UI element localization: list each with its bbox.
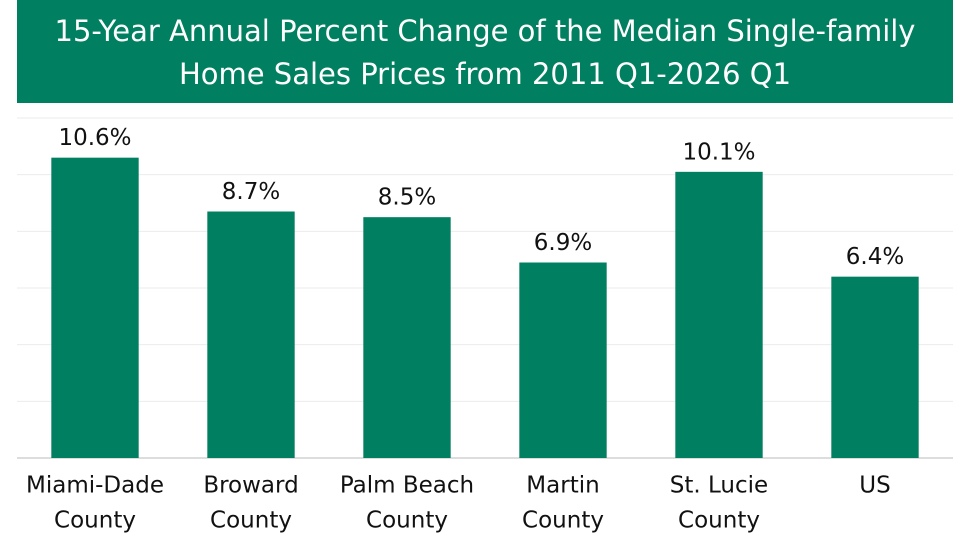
data-label: 10.1% [682, 139, 755, 165]
bar [207, 211, 295, 458]
x-tick-label: County [366, 508, 448, 534]
x-tick-label: Palm Beach [340, 473, 474, 499]
x-tick-label: County [678, 508, 760, 534]
bar [519, 262, 607, 458]
x-tick-label: Broward [203, 473, 298, 499]
x-tick-label: County [210, 508, 292, 534]
bar [51, 157, 139, 458]
data-label: 10.6% [58, 125, 131, 151]
title-banner [17, 0, 953, 103]
bar [831, 276, 919, 458]
bar [363, 217, 451, 458]
x-tick-label: County [522, 508, 604, 534]
x-tick-label: St. Lucie [670, 473, 768, 499]
data-label: 8.5% [378, 185, 436, 211]
x-tick-label: Miami-Dade [26, 473, 164, 499]
chart-title: Home Sales Prices from 2011 Q1-2026 Q1 [179, 57, 791, 91]
x-tick-label: County [54, 508, 136, 534]
data-label: 8.7% [222, 179, 280, 205]
data-label: 6.4% [846, 244, 904, 270]
bar [675, 171, 763, 459]
data-label: 6.9% [534, 230, 592, 256]
x-tick-label: Martin [526, 473, 599, 499]
x-tick-label: US [859, 473, 890, 499]
chart-title: 15-Year Annual Percent Change of the Med… [55, 14, 916, 48]
